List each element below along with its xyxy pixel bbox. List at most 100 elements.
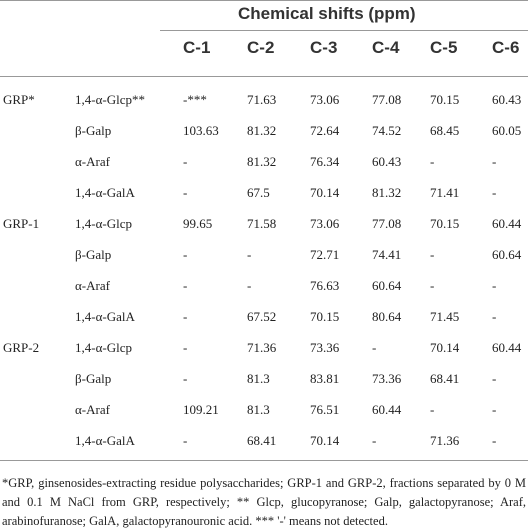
- cell: -: [492, 154, 497, 169]
- cell: -: [183, 154, 188, 169]
- cell: -: [492, 433, 497, 448]
- cell: 81.32: [247, 123, 277, 138]
- cell: 74.41: [372, 247, 402, 262]
- cell: 71.36: [430, 433, 460, 448]
- residue-label: α-Araf: [75, 278, 110, 293]
- cell: -: [183, 185, 188, 200]
- cell: -: [492, 185, 497, 200]
- header-rule: [160, 30, 528, 31]
- residue-label: β-Galp: [75, 371, 112, 386]
- cell: 70.15: [310, 309, 340, 324]
- cell: 73.36: [310, 340, 340, 355]
- group-label: GRP-1: [3, 216, 40, 231]
- cell: 73.36: [372, 371, 402, 386]
- cell: 76.51: [310, 402, 340, 417]
- residue-label: 1,4-α-GalA: [75, 185, 135, 200]
- cell: -***: [183, 92, 207, 107]
- column-header: C-3: [310, 38, 338, 57]
- cell: -: [430, 247, 435, 262]
- column-header: C-2: [247, 38, 275, 57]
- cell: 60.05: [492, 123, 522, 138]
- footnote: *GRP, ginsenosides-extracting residue po…: [2, 476, 526, 528]
- cell: 60.44: [372, 402, 402, 417]
- residue-label: 1,4-α-Glcp: [75, 340, 132, 355]
- cell: 72.71: [310, 247, 340, 262]
- cell: -: [430, 278, 435, 293]
- cell: 72.64: [310, 123, 340, 138]
- cell: 73.06: [310, 92, 340, 107]
- cell: -: [492, 402, 497, 417]
- cell: 76.34: [310, 154, 340, 169]
- cell: 80.64: [372, 309, 402, 324]
- cell: 81.32: [372, 185, 402, 200]
- cell: -: [183, 340, 188, 355]
- cell: 71.36: [247, 340, 277, 355]
- column-header: C-5: [430, 38, 458, 57]
- cell: 60.64: [492, 247, 522, 262]
- column-header: C-1: [183, 38, 211, 57]
- top-rule: [0, 0, 528, 1]
- column-header: C-4: [372, 38, 400, 57]
- cell: 60.44: [492, 340, 522, 355]
- table-bottom-rule: [0, 460, 528, 461]
- cell: -: [183, 247, 188, 262]
- cell: 109.21: [183, 402, 219, 417]
- residue-label: β-Galp: [75, 247, 112, 262]
- group-label: GRP-2: [3, 340, 40, 355]
- cell: 77.08: [372, 216, 402, 231]
- cell: 71.41: [430, 185, 460, 200]
- cell: 74.52: [372, 123, 402, 138]
- cell: 68.45: [430, 123, 460, 138]
- residue-label: 1,4-α-GalA: [75, 433, 135, 448]
- cell: 81.32: [247, 154, 277, 169]
- cell: -: [183, 278, 188, 293]
- cell: 67.52: [247, 309, 277, 324]
- cell: 70.15: [430, 216, 460, 231]
- cell: -: [183, 433, 188, 448]
- cell: 60.43: [492, 92, 522, 107]
- cell: 70.15: [430, 92, 460, 107]
- group-label: GRP*: [3, 92, 35, 107]
- cell: 81.3: [247, 371, 270, 386]
- cell: 67.5: [247, 185, 270, 200]
- cell: -: [430, 154, 435, 169]
- cell: -: [492, 371, 497, 386]
- cell: 70.14: [310, 185, 340, 200]
- cell: -: [247, 247, 252, 262]
- cell: 76.63: [310, 278, 340, 293]
- residue-label: 1,4-α-Glcp: [75, 216, 132, 231]
- cell: -: [183, 309, 188, 324]
- cell: 77.08: [372, 92, 402, 107]
- cell: 60.44: [492, 216, 522, 231]
- residue-label: α-Araf: [75, 402, 110, 417]
- cell: -: [372, 433, 377, 448]
- cell: -: [247, 278, 252, 293]
- cell: 60.43: [372, 154, 402, 169]
- table-title: Chemical shifts (ppm): [238, 4, 416, 23]
- residue-label: 1,4-α-GalA: [75, 309, 135, 324]
- cell: 103.63: [183, 123, 219, 138]
- cell: 70.14: [310, 433, 340, 448]
- cell: 99.65: [183, 216, 213, 231]
- cell: 71.63: [247, 92, 277, 107]
- cell: 83.81: [310, 371, 340, 386]
- cell: -: [492, 309, 497, 324]
- cell: 70.14: [430, 340, 460, 355]
- cell: 68.41: [247, 433, 277, 448]
- cell: 71.58: [247, 216, 277, 231]
- cell: -: [430, 402, 435, 417]
- cell: 81.3: [247, 402, 270, 417]
- cell: 73.06: [310, 216, 340, 231]
- cell: -: [183, 371, 188, 386]
- cell: 71.45: [430, 309, 460, 324]
- cell: -: [492, 278, 497, 293]
- header-bottom-rule: [0, 76, 528, 77]
- cell: 68.41: [430, 371, 460, 386]
- residue-label: α-Araf: [75, 154, 110, 169]
- cell: -: [372, 340, 377, 355]
- cell: 60.64: [372, 278, 402, 293]
- residue-label: β-Galp: [75, 123, 112, 138]
- column-header: C-6: [492, 38, 520, 57]
- residue-label: 1,4-α-Glcp**: [75, 92, 145, 107]
